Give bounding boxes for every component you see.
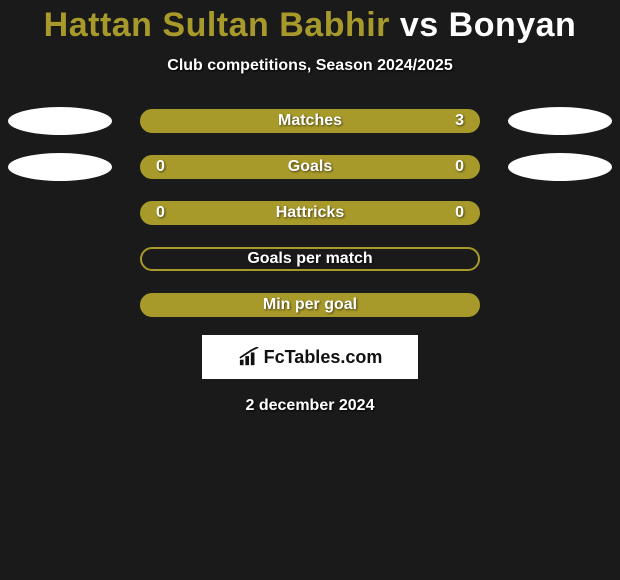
stat-label: Goals [288,158,332,176]
stat-label: Matches [278,112,342,130]
logo-text: FcTables.com [264,347,383,368]
stats-container: Matches 3 0 Goals 0 0 Hattricks 0 Goals per matc… [0,109,620,317]
left-ellipse [8,153,112,181]
right-ellipse [508,153,612,181]
stat-bar: 0 Goals 0 [140,155,480,179]
stat-row: 0 Goals 0 [0,155,620,179]
stat-bar: 0 Hattricks 0 [140,201,480,225]
right-ellipse [508,107,612,135]
stat-row: Min per goal [0,293,620,317]
stat-label: Goals per match [247,250,372,268]
vs-text: vs [400,6,439,44]
date-text: 2 december 2024 [0,397,620,415]
player2-name: Bonyan [449,6,577,44]
stat-bar: Goals per match [140,247,480,271]
stat-left-value: 0 [156,204,165,222]
stat-row: Goals per match [0,247,620,271]
season-subtitle: Club competitions, Season 2024/2025 [0,57,620,75]
fctables-logo: FcTables.com [202,335,418,379]
player1-name: Hattan Sultan Babhir [44,6,390,44]
stat-label: Min per goal [263,296,357,314]
stat-bar: Min per goal [140,293,480,317]
chart-icon [238,347,260,367]
stat-left-value: 0 [156,158,165,176]
stat-right-value: 0 [455,158,464,176]
stat-bar: Matches 3 [140,109,480,133]
stat-right-value: 3 [455,112,464,130]
comparison-title: Hattan Sultan Babhir vs Bonyan [0,0,620,45]
stat-right-value: 0 [455,204,464,222]
stat-label: Hattricks [276,204,344,222]
left-ellipse [8,107,112,135]
stat-row: Matches 3 [0,109,620,133]
stat-row: 0 Hattricks 0 [0,201,620,225]
